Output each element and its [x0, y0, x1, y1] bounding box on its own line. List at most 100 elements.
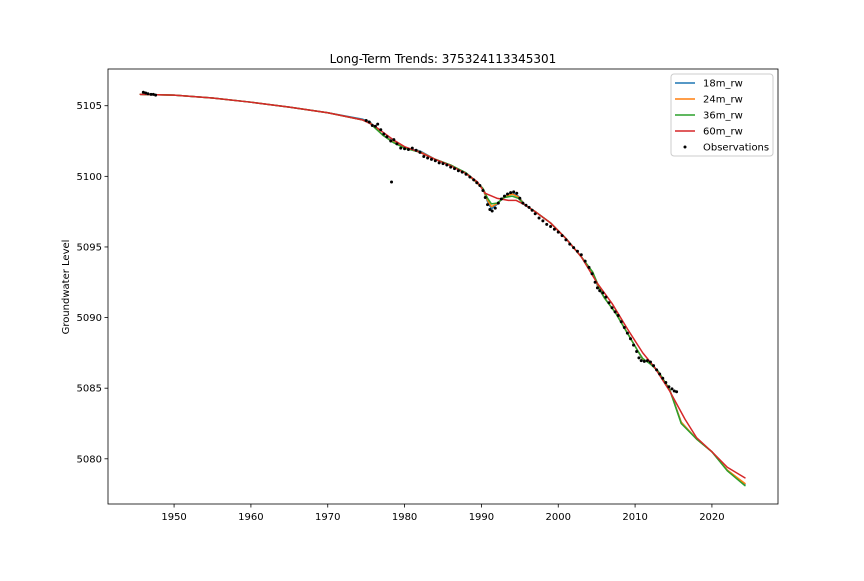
observation-point — [642, 359, 646, 363]
observation-point — [475, 181, 479, 185]
observation-point — [601, 291, 605, 295]
observation-point — [441, 162, 445, 166]
observation-point — [533, 212, 537, 216]
observation-point — [648, 360, 652, 364]
observation-point — [146, 92, 150, 96]
observation-point — [149, 92, 153, 96]
observation-point — [472, 178, 476, 182]
y-tick-label: 5080 — [77, 454, 102, 465]
x-tick-label: 1980 — [392, 512, 417, 523]
observation-point — [389, 139, 393, 143]
observation-point — [486, 203, 490, 207]
observation-point-outlier — [390, 180, 394, 184]
observation-point — [527, 205, 531, 209]
observation-point — [590, 272, 594, 276]
observation-point — [575, 249, 579, 253]
x-tick-label: 1990 — [469, 512, 494, 523]
observation-point — [385, 135, 389, 139]
legend-label-60m_rw: 60m_rw — [703, 127, 743, 138]
legend-swatch-observations — [683, 145, 687, 149]
observation-point — [403, 147, 407, 151]
observation-point — [426, 156, 430, 160]
observation-point — [670, 387, 674, 391]
observation-point — [395, 142, 399, 146]
observation-point — [637, 356, 641, 360]
legend: 18m_rw 24m_rw 36m_rw 60m_rw Observations — [670, 73, 774, 157]
observation-point — [414, 148, 418, 152]
observation-point — [579, 253, 583, 257]
observation-point — [625, 331, 629, 335]
observation-point — [499, 197, 503, 201]
x-tick-label: 1960 — [238, 512, 263, 523]
observation-point — [478, 184, 482, 188]
observation-point — [521, 201, 525, 205]
observation-point — [144, 91, 148, 95]
observation-point — [464, 172, 468, 176]
legend-label-18m_rw: 18m_rw — [703, 79, 743, 90]
observation-point — [154, 93, 158, 97]
observation-point — [524, 203, 528, 207]
observation-point — [481, 188, 485, 192]
observation-point — [496, 201, 500, 205]
observation-point — [429, 157, 433, 161]
observation-point — [549, 224, 553, 228]
observation-point — [512, 190, 516, 194]
observation-point — [645, 359, 649, 363]
observation-point — [622, 325, 626, 329]
observation-point — [392, 138, 396, 142]
observation-point — [593, 280, 597, 284]
observation-point — [604, 295, 608, 299]
observation-point — [373, 124, 377, 128]
observation-point — [583, 259, 587, 263]
observation-point — [515, 191, 519, 195]
observation-point — [619, 320, 623, 324]
observation-point — [655, 368, 659, 372]
observation-point — [379, 128, 383, 132]
observation-point — [410, 146, 414, 150]
observation-point — [399, 146, 403, 150]
observation-point — [675, 390, 679, 394]
observation-point — [607, 301, 611, 305]
legend-label-observations: Observations — [703, 143, 769, 154]
observation-point — [518, 196, 522, 200]
x-tick-label: 1970 — [315, 512, 340, 523]
observation-point — [587, 265, 591, 269]
observation-point — [364, 119, 368, 123]
y-tick-label: 5085 — [77, 384, 102, 395]
observation-point — [530, 208, 534, 212]
y-axis-label: Groundwater Level — [61, 240, 72, 335]
y-tick-label: 5100 — [77, 172, 102, 183]
observation-point — [468, 175, 472, 179]
observation-point — [406, 148, 410, 151]
observation-point — [509, 191, 513, 195]
legend-label-24m_rw: 24m_rw — [703, 95, 743, 106]
y-tick-label: 5105 — [77, 101, 102, 112]
observation-point — [437, 161, 441, 165]
plot-area — [139, 90, 746, 487]
chart-title: Long-Term Trends: 375324113345301 — [330, 52, 557, 66]
observation-point — [545, 222, 549, 226]
observation-point — [376, 122, 380, 126]
observation-point — [370, 123, 374, 127]
axes-frame — [107, 68, 779, 505]
observation-point — [422, 155, 426, 159]
observation-point — [445, 163, 449, 167]
legend-box — [670, 73, 774, 157]
observation-point — [493, 206, 497, 210]
observation-point — [672, 389, 676, 393]
observation-point — [151, 92, 155, 96]
observation-point — [598, 289, 602, 293]
observation-point — [572, 246, 576, 250]
observation-point — [490, 209, 494, 213]
y-tick-label: 5095 — [77, 242, 102, 253]
observation-point — [552, 227, 556, 231]
observation-point — [628, 337, 632, 341]
observation-point — [613, 310, 617, 314]
observation-point — [433, 159, 437, 163]
x-tick-label: 2000 — [546, 512, 571, 523]
observation-point — [502, 194, 506, 198]
observation-point — [560, 234, 564, 238]
observation-point — [453, 167, 457, 171]
